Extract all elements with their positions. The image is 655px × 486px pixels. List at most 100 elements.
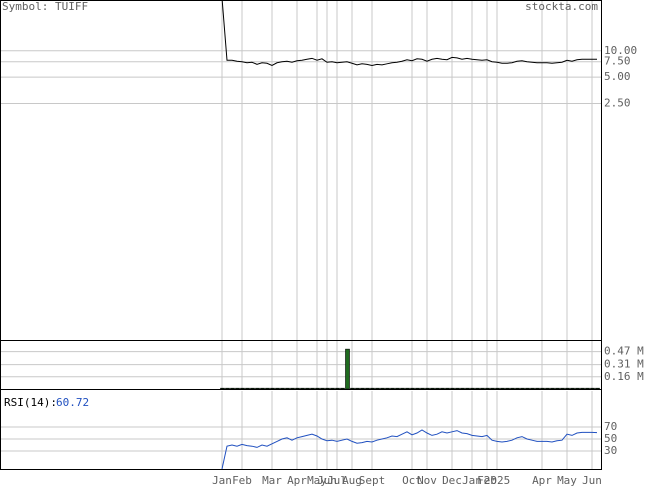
volume-bar: [290, 387, 295, 390]
volume-bar: [450, 387, 455, 390]
x-tick-label: Mar: [262, 474, 282, 486]
volume-bar: [570, 387, 575, 390]
x-tick-label: Apr: [287, 474, 307, 486]
grid-layer: [1, 1, 601, 469]
volume-bar: [250, 387, 255, 390]
volume-bar: [515, 387, 520, 390]
x-tick-label: Feb: [477, 474, 497, 486]
x-tick-label: May: [557, 474, 577, 486]
volume-bar: [540, 387, 545, 390]
volume-bar: [415, 387, 420, 390]
volume-bar: [410, 387, 415, 390]
volume-bar: [480, 387, 485, 390]
volume-bar: [310, 387, 315, 390]
y-tick-label: 0.16 M: [604, 370, 644, 383]
volume-bar: [575, 387, 580, 390]
volume-bar: [385, 387, 390, 390]
volume-bar: [390, 387, 395, 390]
volume-bar: [535, 387, 540, 390]
y-tick-label: 70: [604, 420, 617, 433]
rsi-line: [221, 429, 598, 470]
volume-bar: [380, 387, 385, 390]
volume-bar: [320, 387, 325, 390]
volume-bar: [335, 387, 340, 390]
volume-bar: [355, 387, 360, 390]
y-tick-label: 10.00: [604, 44, 637, 57]
volume-bar: [305, 387, 310, 390]
volume-bar: [255, 387, 260, 390]
volume-bar: [545, 387, 550, 390]
volume-bar: [490, 387, 495, 390]
x-tick-label: 2025: [484, 474, 511, 486]
volume-bar: [455, 387, 460, 390]
volume-bar: [230, 387, 235, 390]
volume-bar: [420, 387, 425, 390]
volume-bar: [505, 387, 510, 390]
volume-bar: [460, 387, 465, 390]
volume-bar: [495, 387, 500, 390]
x-tick-label: Jul: [327, 474, 347, 486]
x-tick-label: Nov: [417, 474, 437, 486]
x-tick-label: Sept: [359, 474, 386, 486]
y-tick-label: 0.47 M: [604, 345, 644, 358]
volume-bar: [340, 387, 345, 390]
volume-bar: [560, 387, 565, 390]
volume-bar: [555, 387, 560, 390]
y-tick-label: 7.50: [604, 55, 631, 68]
volume-bar: [265, 387, 270, 390]
volume-bar: [530, 387, 535, 390]
volume-bar: [345, 348, 350, 390]
volume-bar: [475, 387, 480, 390]
volume-bar: [235, 387, 240, 390]
x-tick-label: Jan: [212, 474, 232, 486]
rsi-panel-frame: [0, 389, 602, 470]
volume-bar: [295, 387, 300, 390]
volume-bar: [585, 387, 590, 390]
volume-bar: [360, 387, 365, 390]
volume-bar: [375, 387, 380, 390]
volume-bar: [240, 387, 245, 390]
volume-bar: [325, 387, 330, 390]
y-tick-label: 2.50: [604, 97, 631, 110]
volume-bar: [300, 387, 305, 390]
volume-bar: [430, 387, 435, 390]
volume-bar: [275, 387, 280, 390]
volume-bar: [285, 387, 290, 390]
volume-bar: [485, 387, 490, 390]
symbol-label: Symbol: TUIFF: [2, 0, 88, 13]
volume-bar: [270, 387, 275, 390]
y-tick-label: 50: [604, 432, 617, 445]
x-tick-label: Jun: [317, 474, 337, 486]
x-tick-label: Aug: [342, 474, 362, 486]
volume-bar: [525, 387, 530, 390]
volume-bar: [520, 387, 525, 390]
x-tick-label: May: [307, 474, 327, 486]
x-tick-label: Apr: [532, 474, 552, 486]
x-tick-label: Feb: [232, 474, 252, 486]
volume-bar: [510, 387, 515, 390]
x-tick-label: Jun: [582, 474, 602, 486]
site-label[interactable]: stockta.com: [525, 0, 598, 13]
volume-bar: [365, 387, 370, 390]
volume-bar: [225, 387, 230, 390]
y-tick-label: 5.00: [604, 70, 631, 83]
volume-bar: [220, 387, 225, 390]
volume-bar: [550, 387, 555, 390]
rsi-title: RSI(14):: [4, 396, 57, 409]
x-tick-label: Dec: [442, 474, 462, 486]
rsi-current-value: 60.72: [56, 396, 89, 409]
volume-bar: [445, 387, 450, 390]
volume-bar: [440, 387, 445, 390]
volume-bar: [280, 387, 285, 390]
volume-bar: [595, 387, 600, 390]
x-tick-label: Jan: [462, 474, 482, 486]
volume-bar: [260, 387, 265, 390]
y-tick-label: 0.31 M: [604, 358, 644, 371]
x-tick-label: Oct: [402, 474, 422, 486]
volume-bar: [500, 387, 505, 390]
volume-bar: [245, 387, 250, 390]
volume-bar: [405, 387, 410, 390]
volume-bar: [590, 387, 595, 390]
volume-bar: [350, 387, 355, 390]
